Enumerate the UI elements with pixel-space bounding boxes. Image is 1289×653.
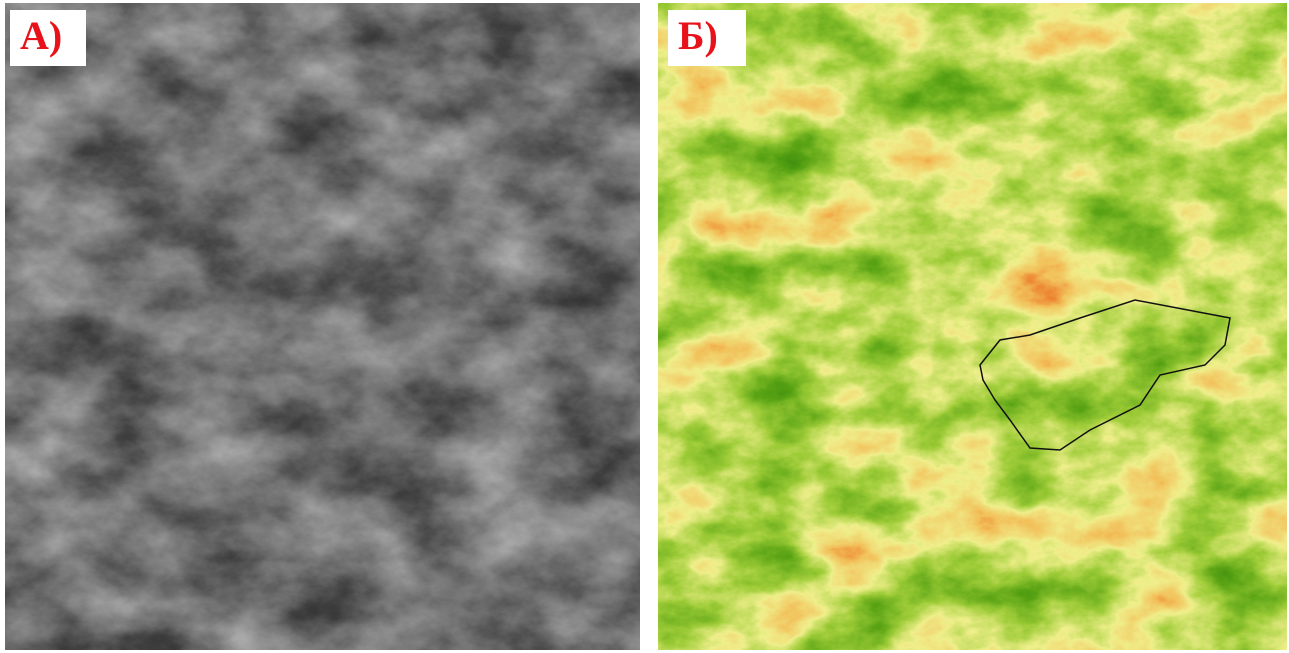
page: А) Б) (() => { const data = JSON.parse(d…	[0, 0, 1289, 653]
panel-a: А)	[5, 3, 640, 650]
color-dem	[658, 3, 1287, 650]
panel-b: Б)	[658, 3, 1287, 650]
figure: А) Б)	[0, 0, 1289, 653]
panel-label: Б)	[678, 13, 718, 58]
panel-label: А)	[20, 13, 62, 58]
grayscale-dem	[5, 3, 640, 650]
